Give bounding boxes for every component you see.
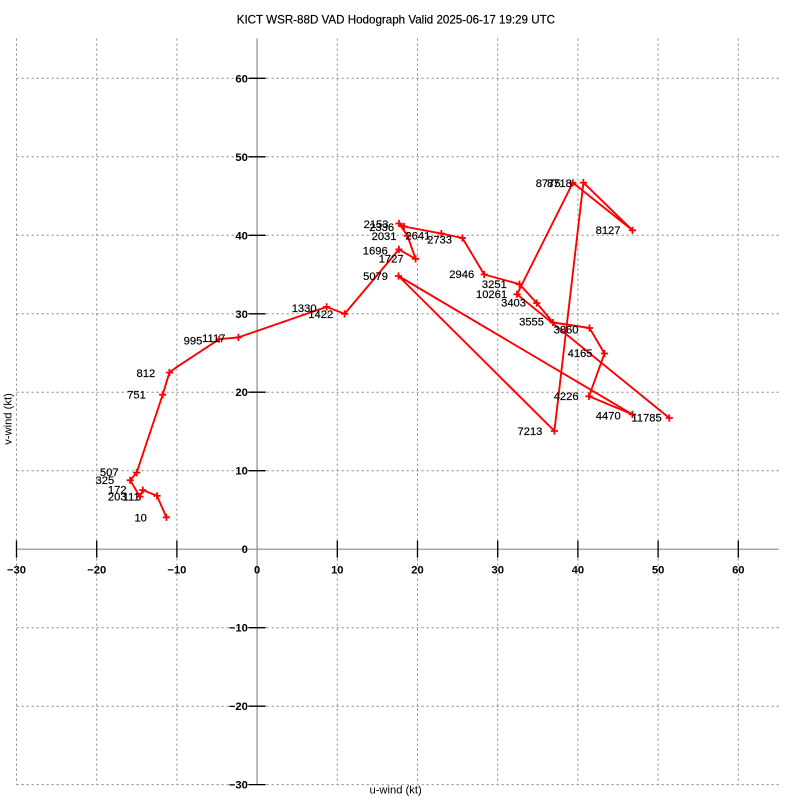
svg-text:50: 50 <box>652 565 664 577</box>
svg-text:4226: 4226 <box>554 391 579 403</box>
svg-text:5079: 5079 <box>363 271 388 283</box>
svg-text:−20: −20 <box>87 565 106 577</box>
svg-text:2153: 2153 <box>364 219 389 231</box>
svg-text:20: 20 <box>235 387 247 399</box>
svg-text:812: 812 <box>137 368 156 380</box>
svg-text:995: 995 <box>184 335 203 347</box>
svg-text:v-wind (kt): v-wind (kt) <box>3 393 15 445</box>
svg-text:2031: 2031 <box>372 231 397 243</box>
svg-text:10: 10 <box>235 466 247 478</box>
svg-text:60: 60 <box>732 565 744 577</box>
svg-text:325: 325 <box>96 475 115 487</box>
svg-text:10: 10 <box>134 513 146 525</box>
svg-text:30: 30 <box>491 565 503 577</box>
svg-text:2641: 2641 <box>405 230 430 242</box>
svg-text:3555: 3555 <box>519 317 544 329</box>
svg-text:3403: 3403 <box>501 298 526 310</box>
svg-text:203: 203 <box>108 492 127 504</box>
svg-text:172: 172 <box>108 485 127 497</box>
svg-text:8718: 8718 <box>547 178 572 190</box>
svg-text:4470: 4470 <box>596 411 621 423</box>
svg-text:KICT WSR-88D VAD Hodograph Val: KICT WSR-88D VAD Hodograph Valid 2025-06… <box>237 13 555 26</box>
svg-text:3860: 3860 <box>554 325 579 337</box>
svg-text:1727: 1727 <box>379 253 404 265</box>
svg-text:8775: 8775 <box>536 178 561 190</box>
svg-text:4165: 4165 <box>568 348 593 360</box>
svg-text:−20: −20 <box>229 701 248 713</box>
svg-text:20: 20 <box>411 565 423 577</box>
svg-text:60: 60 <box>235 73 247 85</box>
svg-text:−10: −10 <box>229 623 248 635</box>
svg-text:40: 40 <box>572 565 584 577</box>
svg-text:3251: 3251 <box>482 279 507 291</box>
svg-text:2733: 2733 <box>427 234 452 246</box>
svg-text:111: 111 <box>123 492 140 504</box>
svg-text:7213: 7213 <box>518 426 543 438</box>
svg-text:8127: 8127 <box>596 225 621 237</box>
svg-text:50: 50 <box>235 152 247 164</box>
svg-text:0: 0 <box>254 565 260 577</box>
svg-text:11785: 11785 <box>631 413 661 425</box>
svg-text:40: 40 <box>235 230 247 242</box>
svg-text:1117: 1117 <box>202 333 225 345</box>
svg-text:−30: −30 <box>229 780 248 792</box>
svg-text:751: 751 <box>127 390 146 402</box>
svg-text:1696: 1696 <box>363 245 388 257</box>
svg-text:30: 30 <box>235 309 247 321</box>
svg-text:−30: −30 <box>7 565 26 577</box>
svg-text:u-wind (kt): u-wind (kt) <box>369 785 421 797</box>
svg-text:2946: 2946 <box>449 269 474 281</box>
svg-text:10261: 10261 <box>476 289 507 301</box>
svg-text:2336: 2336 <box>369 222 394 234</box>
svg-text:1422: 1422 <box>308 309 333 321</box>
svg-text:0: 0 <box>242 544 248 556</box>
svg-text:507: 507 <box>100 467 119 479</box>
svg-text:−10: −10 <box>167 565 186 577</box>
svg-text:10: 10 <box>331 565 343 577</box>
svg-text:1330: 1330 <box>292 303 317 315</box>
